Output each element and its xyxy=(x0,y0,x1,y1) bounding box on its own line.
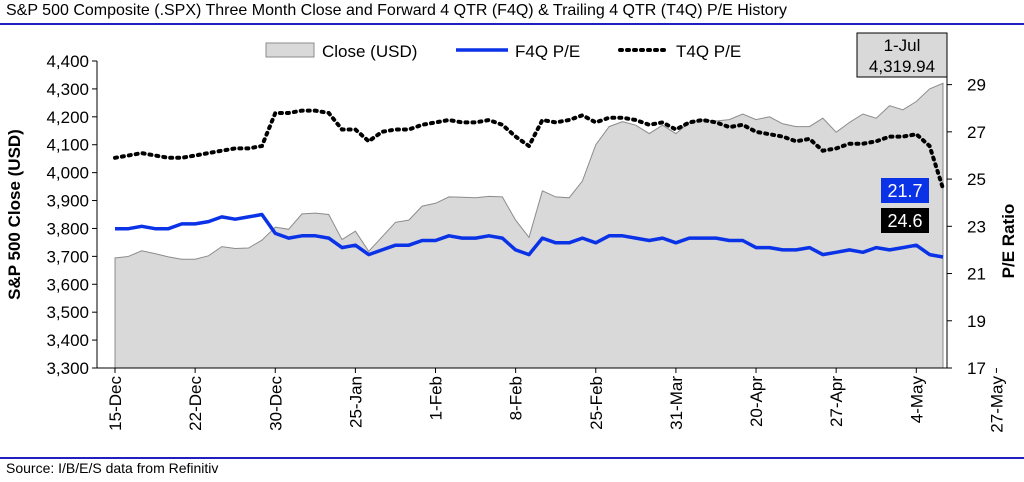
y-left-tick-label: 3,700 xyxy=(46,247,89,266)
legend-close-label: Close (USD) xyxy=(322,42,417,61)
x-tick-label: 25-Feb xyxy=(587,376,606,430)
y-left-tick-label: 3,900 xyxy=(46,192,89,211)
bottom-rule xyxy=(0,457,1024,459)
f4q-end-tag xyxy=(881,178,929,203)
t4q-line xyxy=(113,108,945,191)
x-tick-label: 30-Dec xyxy=(266,376,285,431)
y-right-tick-label: 25 xyxy=(967,170,986,189)
y-right-tick-label: 27 xyxy=(967,123,986,142)
x-tick-label: 27-Apr xyxy=(827,376,846,427)
y-left-tick-label: 3,300 xyxy=(46,359,89,378)
y-left-tick-label: 4,200 xyxy=(46,108,89,127)
chart-svg: 3,300 3,400 3,500 3,600 3,700 3,800 3,900 4,000… xyxy=(5,32,1018,433)
y-left-tick-label: 4,100 xyxy=(46,136,89,155)
legend-close-swatch xyxy=(265,42,315,58)
f4q-line xyxy=(115,212,944,259)
y-right-tick-label: 17 xyxy=(967,359,986,378)
f4q-end-value: 21.7 xyxy=(887,181,922,201)
x-tick-label: 27-May xyxy=(987,376,1006,433)
y-left-tick-label: 3,500 xyxy=(46,303,89,322)
source-note: Source: I/B/E/S data from Refinitiv xyxy=(6,460,219,476)
legend-f4q-label: F4Q P/E xyxy=(515,42,580,61)
x-tick-label: 31-Mar xyxy=(667,376,686,430)
x-tick-label: 15-Dec xyxy=(106,376,125,431)
chart-title: S&P 500 Composite (.SPX) Three Month Clo… xyxy=(6,2,787,19)
y-left-tick-label: 4,000 xyxy=(46,164,89,183)
x-tick-label: 8-Feb xyxy=(507,376,526,420)
close-area xyxy=(114,82,944,369)
y-left-tick-label: 4,400 xyxy=(46,52,89,71)
y-left-tick-label: 3,800 xyxy=(46,219,89,238)
t4q-end-tag xyxy=(881,208,929,233)
x-tick-label: 22-Dec xyxy=(186,376,205,431)
top-rule xyxy=(0,23,1024,25)
y-right-tick-label: 19 xyxy=(967,312,986,331)
callout: 1-Jul 4,319.94 xyxy=(856,32,948,78)
y-left-tick-label: 3,600 xyxy=(46,275,89,294)
y-right-tick-label: 21 xyxy=(967,265,986,284)
y-left-tick-label: 3,400 xyxy=(46,331,89,350)
callout-date: 1-Jul xyxy=(884,36,921,55)
legend-t4q-label: T4Q P/E xyxy=(676,42,741,61)
x-tick-label: 20-Apr xyxy=(747,376,766,427)
x-tick-label: 1-Feb xyxy=(427,376,446,420)
callout-value: 4,319.94 xyxy=(869,57,935,76)
y-right-axis-title: P/E Ratio xyxy=(999,204,1018,279)
x-tick-label: 4-May xyxy=(907,376,926,424)
legend: Close (USD) F4Q P/E T4Q P/E xyxy=(265,42,741,61)
x-tick-label: 25-Jan xyxy=(346,376,365,428)
callout-box xyxy=(856,32,948,78)
t4q-end-value: 24.6 xyxy=(887,211,922,231)
y-right-tick-label: 23 xyxy=(967,217,986,236)
y-left-axis-title: S&P 500 Close (USD) xyxy=(5,129,24,300)
y-right-tick-label: 29 xyxy=(967,76,986,95)
y-left-tick-label: 4,300 xyxy=(46,80,89,99)
